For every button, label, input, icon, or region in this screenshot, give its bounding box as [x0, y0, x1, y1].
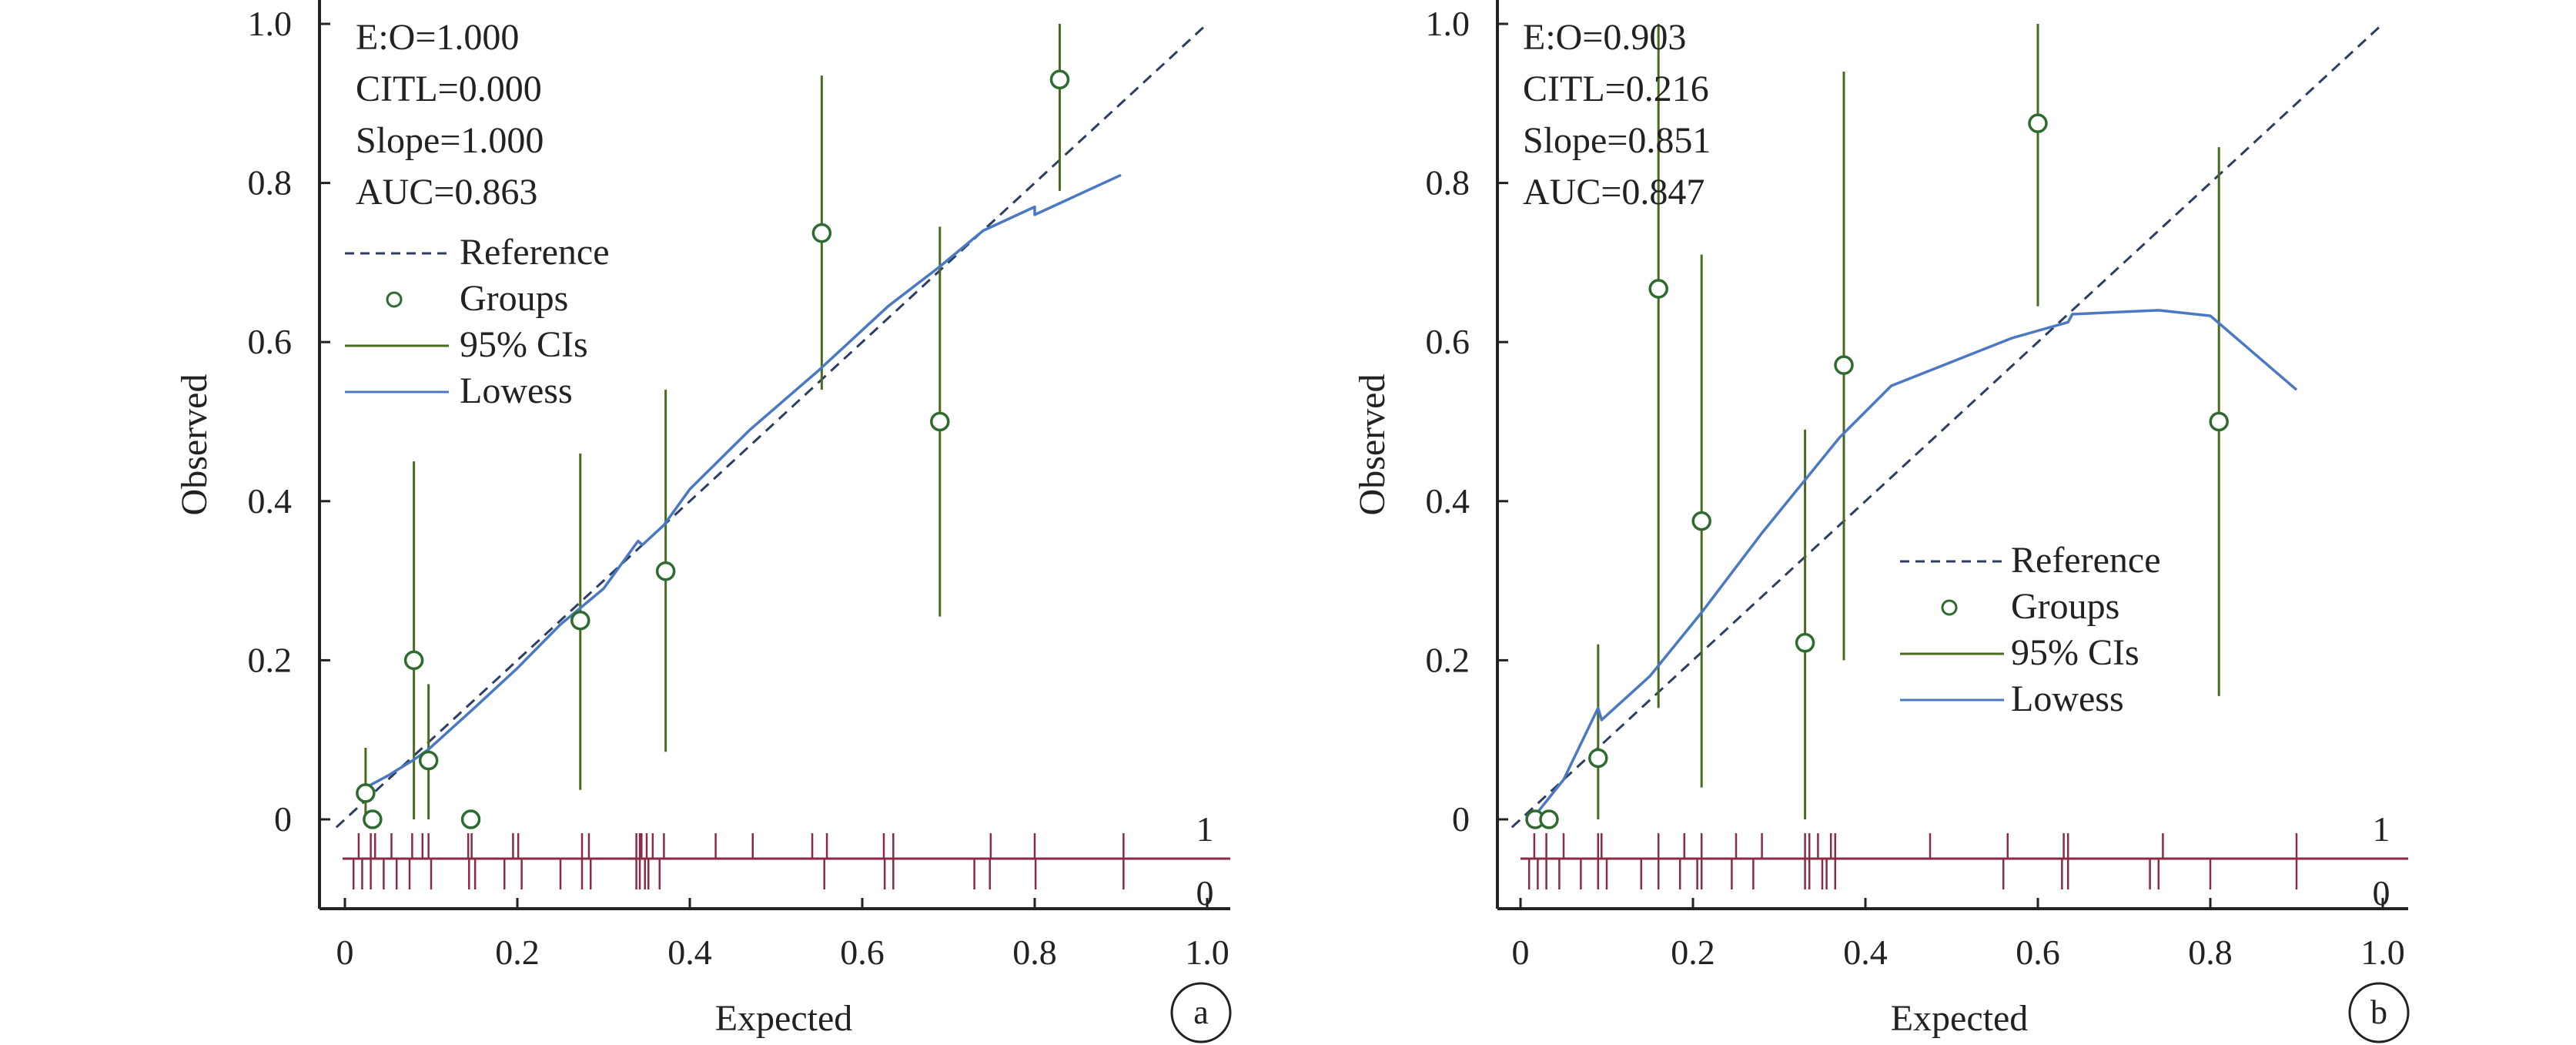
stat-line: CITL=0.216: [1523, 69, 1709, 109]
y-tick-label: 0.8: [1426, 163, 1470, 203]
group-point: [1834, 355, 1854, 375]
panel-letter: a: [1193, 993, 1209, 1031]
stat-line: Slope=0.851: [1523, 120, 1711, 161]
calibration-panel-a: 0 0.2 0.4 0.6 0.8 1.0 0 0.2 0.4 0.6 0.8 1.0 Expected…: [174, 0, 1232, 1043]
group-point: [1049, 69, 1070, 90]
group-point: [2028, 113, 2048, 133]
group-point: [570, 611, 590, 631]
legend-lowess-label: Lowess: [2011, 678, 2124, 719]
y-axis-title: Observed: [1352, 374, 1393, 516]
group-point: [655, 561, 676, 581]
x-tick-label: 0: [1512, 933, 1530, 972]
group-point: [363, 809, 383, 829]
group-point: [930, 411, 950, 432]
group-point: [1795, 632, 1815, 653]
y-tick-label: 0.2: [248, 640, 293, 679]
x-tick-label: 0: [336, 933, 354, 972]
x-axis-title: Expected: [715, 998, 853, 1039]
stat-line: E:O=1.000: [356, 17, 519, 58]
y-tick-label: 0.6: [1426, 322, 1470, 361]
x-tick-label: 1.0: [2360, 933, 2405, 972]
stat-line: AUC=0.847: [1523, 172, 1705, 213]
x-tick-label: 0.2: [495, 933, 540, 972]
group-point: [1691, 511, 1711, 531]
x-tick-label: 1.0: [1185, 933, 1229, 972]
group-point: [356, 783, 376, 803]
x-tick-label: 0.6: [2016, 933, 2060, 972]
rug-label-events: 1: [1196, 809, 1214, 849]
group-point: [1539, 809, 1559, 829]
legend-groups-swatch: [1941, 599, 1958, 616]
rug-label-events: 1: [2373, 809, 2390, 849]
x-tick-label: 0.4: [1843, 933, 1888, 972]
legend-lowess-label: Lowess: [460, 370, 573, 411]
x-tick-label: 0.4: [667, 933, 712, 972]
legend-groups-swatch: [386, 291, 403, 308]
panel-letter-circle: [2348, 982, 2410, 1043]
x-tick-label: 0.6: [840, 933, 885, 972]
x-axis-title: Expected: [1891, 998, 2029, 1039]
group-point: [460, 809, 481, 829]
group-point: [418, 750, 439, 771]
y-axis-title: Observed: [174, 374, 215, 516]
calibration-panel-b: 0 0.2 0.4 0.6 0.8 1.0 0 0.2 0.4 0.6 0.8 1.0 Expected…: [1352, 0, 2410, 1043]
y-tick-label: 0.6: [248, 322, 293, 361]
group-point: [2209, 411, 2229, 432]
group-point: [403, 650, 424, 671]
rug-label-nonevents: 0: [1196, 873, 1214, 913]
legend-ci-label: 95% CIs: [2011, 632, 2139, 673]
rug-label-nonevents: 0: [2373, 873, 2390, 913]
stat-line: AUC=0.863: [356, 172, 537, 213]
legend-ci-label: 95% CIs: [460, 324, 588, 365]
lowess-curve: [365, 173, 1122, 789]
y-tick-label: 0.8: [248, 163, 293, 203]
legend-groups-label: Groups: [2011, 586, 2119, 627]
reference-line: [335, 22, 1209, 829]
stat-line: E:O=0.903: [1523, 17, 1686, 58]
y-tick-label: 0.2: [1426, 640, 1470, 679]
y-tick-label: 0: [274, 799, 292, 839]
y-tick-label: 0.4: [248, 481, 293, 521]
legend-reference-label: Reference: [2011, 540, 2161, 581]
y-tick-label: 1.0: [248, 4, 293, 43]
panel-letter-circle: [1170, 982, 1232, 1043]
legend-groups-label: Groups: [460, 278, 568, 319]
x-tick-label: 0.2: [1671, 933, 1715, 972]
stat-line: Slope=1.000: [356, 120, 544, 161]
legend-reference-label: Reference: [460, 232, 610, 273]
x-tick-label: 0.8: [2188, 933, 2233, 972]
stat-line: CITL=0.000: [356, 69, 542, 109]
y-tick-label: 0: [1452, 799, 1470, 839]
group-point: [1588, 748, 1608, 769]
group-point: [811, 223, 832, 243]
y-tick-label: 0.4: [1426, 481, 1470, 521]
group-point: [1648, 279, 1668, 299]
panel-letter: b: [2370, 993, 2387, 1031]
y-tick-label: 1.0: [1426, 4, 1470, 43]
x-tick-label: 0.8: [1012, 933, 1057, 972]
lowess-curve: [1534, 309, 2298, 816]
reference-line: [1510, 22, 2384, 829]
